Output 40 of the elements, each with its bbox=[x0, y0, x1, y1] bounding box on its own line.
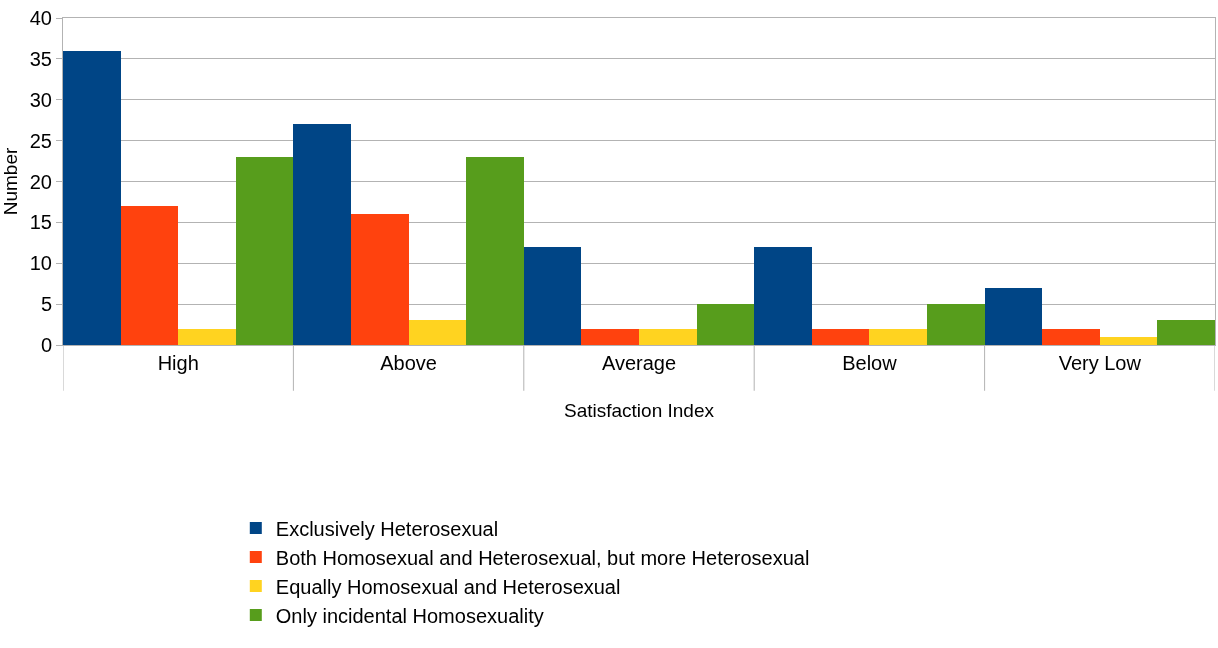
legend-label: Exclusively Heterosexual bbox=[275, 517, 499, 540]
bar bbox=[869, 328, 927, 345]
legend-label: Both Homosexual and Heterosexual, but more Heterosexual bbox=[275, 546, 810, 569]
bar bbox=[811, 328, 870, 345]
x-tick-label: Average bbox=[601, 352, 677, 374]
bar bbox=[235, 156, 294, 345]
y-tick-label: 20 bbox=[29, 170, 52, 193]
bar bbox=[466, 156, 524, 345]
bar bbox=[293, 124, 351, 345]
bar bbox=[984, 287, 1043, 345]
x-tick-label: Very Low bbox=[1058, 352, 1142, 374]
bar bbox=[754, 246, 812, 345]
bar bbox=[351, 214, 409, 345]
bar bbox=[696, 304, 755, 345]
y-tick-label: 30 bbox=[29, 88, 52, 111]
bar bbox=[1042, 328, 1100, 345]
x-tick-label: Below bbox=[842, 352, 898, 374]
x-tick-label: High bbox=[157, 352, 199, 374]
y-tick-label: 0 bbox=[40, 334, 52, 356]
bar bbox=[523, 246, 582, 345]
y-tick-label: 40 bbox=[29, 7, 52, 29]
y-tick-label: 10 bbox=[29, 252, 52, 275]
legend-label: Only incidental Homosexuality bbox=[275, 604, 544, 627]
y-tick-label: 35 bbox=[29, 47, 52, 70]
bar bbox=[1157, 320, 1215, 345]
y-tick-label: 25 bbox=[29, 129, 52, 152]
bar bbox=[927, 304, 985, 345]
y-tick-label: 5 bbox=[40, 293, 52, 316]
bar bbox=[120, 206, 179, 345]
y-axis-title: Number bbox=[0, 147, 21, 216]
bar bbox=[1099, 336, 1158, 345]
bar bbox=[408, 320, 467, 345]
x-tick-label: Above bbox=[380, 352, 437, 374]
x-axis-title: Satisfaction Index bbox=[564, 399, 715, 421]
y-tick-label: 15 bbox=[29, 211, 52, 234]
bar bbox=[63, 50, 121, 345]
bar bbox=[639, 328, 697, 345]
bar bbox=[178, 328, 236, 345]
legend-label: Equally Homosexual and Heterosexual bbox=[275, 575, 621, 598]
bar bbox=[581, 328, 639, 345]
